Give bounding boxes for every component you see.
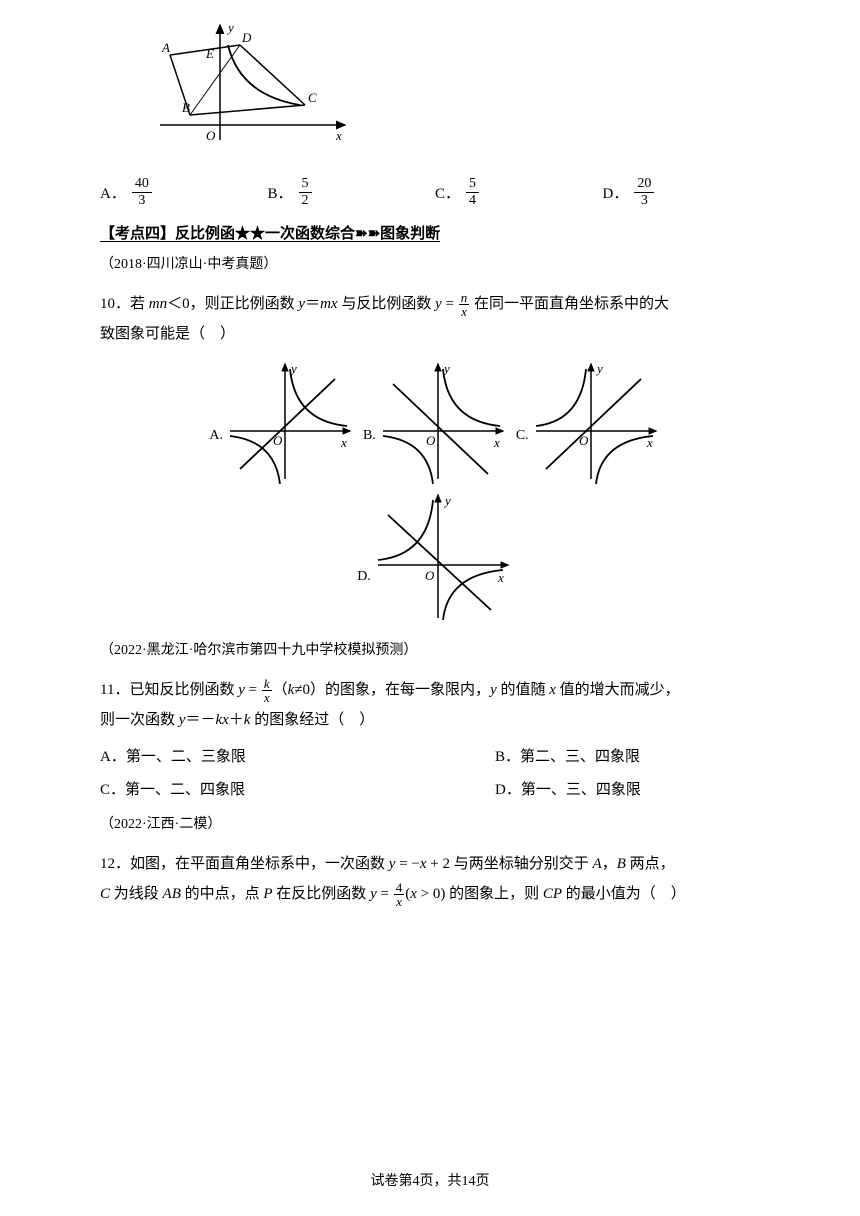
q9-option-c: C． 54: [435, 177, 603, 208]
q9-options: A． 403 B． 52 C． 54 D． 203: [100, 177, 770, 208]
q11-text: 11．已知反比例函数 y = kx（k≠0）的图象，在每一象限内，y 的值随 x…: [100, 675, 770, 735]
q11-options: A．第一、二、三象限 B．第二、三、四象限 C．第一、二、四象限 D．第一、三、…: [100, 745, 770, 799]
svg-text:y: y: [443, 493, 451, 508]
q10-graphs-abc: A. O x y B. O x y C.: [100, 359, 770, 484]
q11-option-a: A．第一、二、三象限: [100, 745, 375, 766]
svg-text:x: x: [340, 435, 347, 450]
q9-option-b: B． 52: [268, 177, 436, 208]
graph-c: O x y: [531, 359, 661, 484]
q10-source: （2018·四川凉山·中考真题）: [100, 253, 770, 273]
graph-d-svg: O x y: [373, 490, 513, 625]
q10-text: 10．若 mn＜0，则正比例函数 y＝mx 与反比例函数 y = nx 在同一平…: [100, 289, 770, 349]
svg-text:B: B: [182, 100, 190, 115]
svg-text:O: O: [425, 568, 435, 583]
graph-b: O x y: [378, 359, 508, 484]
q11-option-c: C．第一、二、四象限: [100, 778, 375, 799]
svg-text:C: C: [308, 90, 317, 105]
svg-text:y: y: [595, 361, 603, 376]
q12-text: 12．如图，在平面直角坐标系中，一次函数 y = −x + 2 与两坐标轴分别交…: [100, 849, 770, 909]
svg-text:D: D: [241, 30, 252, 45]
q9-figure: A B C D E O x y: [150, 20, 770, 165]
svg-text:E: E: [205, 46, 214, 61]
svg-text:O: O: [273, 433, 283, 448]
svg-text:y: y: [442, 361, 450, 376]
q11-option-b: B．第二、三、四象限: [495, 745, 770, 766]
svg-text:O: O: [426, 433, 436, 448]
svg-text:A: A: [161, 40, 170, 55]
section-4-header: 【考点四】反比例函★★一次函数综合➽➽图象判断: [100, 222, 770, 243]
svg-text:x: x: [646, 435, 653, 450]
q12-source: （2022·江西·二模）: [100, 813, 770, 833]
svg-text:x: x: [335, 128, 342, 143]
svg-text:x: x: [493, 435, 500, 450]
q9-option-a: A． 403: [100, 177, 268, 208]
q11-option-d: D．第一、三、四象限: [495, 778, 770, 799]
svg-text:x: x: [497, 570, 504, 585]
svg-text:y: y: [289, 361, 297, 376]
svg-text:O: O: [579, 433, 589, 448]
q11-source: （2022·黑龙江·哈尔滨市第四十九中学校模拟预测）: [100, 639, 770, 659]
svg-text:y: y: [226, 20, 234, 35]
svg-text:O: O: [206, 128, 216, 143]
page-footer: 试卷第4页，共14页: [0, 1170, 860, 1190]
graph-a: O x y: [225, 359, 355, 484]
q10-graph-d: D. O x y: [100, 490, 770, 625]
q9-option-d: D． 203: [603, 177, 771, 208]
